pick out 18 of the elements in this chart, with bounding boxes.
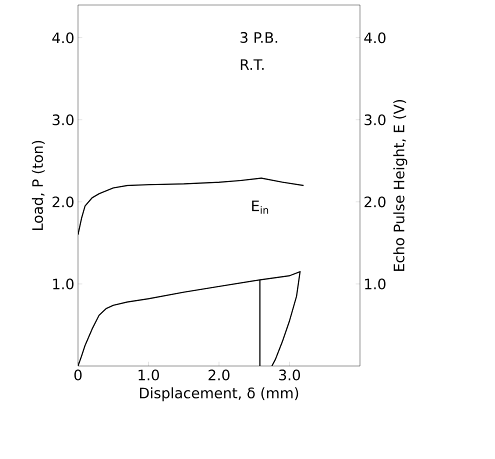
y-tick-label: 3.0 xyxy=(52,114,74,126)
y2-tick-label: 1.0 xyxy=(365,278,386,290)
annotation: R.T. xyxy=(240,59,264,70)
y2-tick-label: 3.0 xyxy=(364,114,386,126)
y-tick-label: 1.0 xyxy=(53,278,74,290)
y-tick-label: 2.0 xyxy=(52,196,74,208)
x-tick-label: 3.0 xyxy=(279,370,300,380)
y2-tick-label: 2.0 xyxy=(364,196,386,208)
x-tick-label: 0 xyxy=(74,370,82,380)
y-tick-label: 4.0 xyxy=(52,32,74,44)
y-axis-title: Load, P (ton) xyxy=(32,140,45,230)
annotation: 3 P.B. xyxy=(240,32,278,43)
x-axis-title: Displacement, δ (mm) xyxy=(140,387,298,402)
x-tick-label: 1.0 xyxy=(138,370,159,380)
y2-tick-label: 4.0 xyxy=(364,32,386,44)
x-tick-label: 2.0 xyxy=(208,370,230,380)
y2-axis-title: Echo Pulse Height, E (V) xyxy=(393,100,408,271)
annotation: E$_{in}$ xyxy=(252,200,268,214)
